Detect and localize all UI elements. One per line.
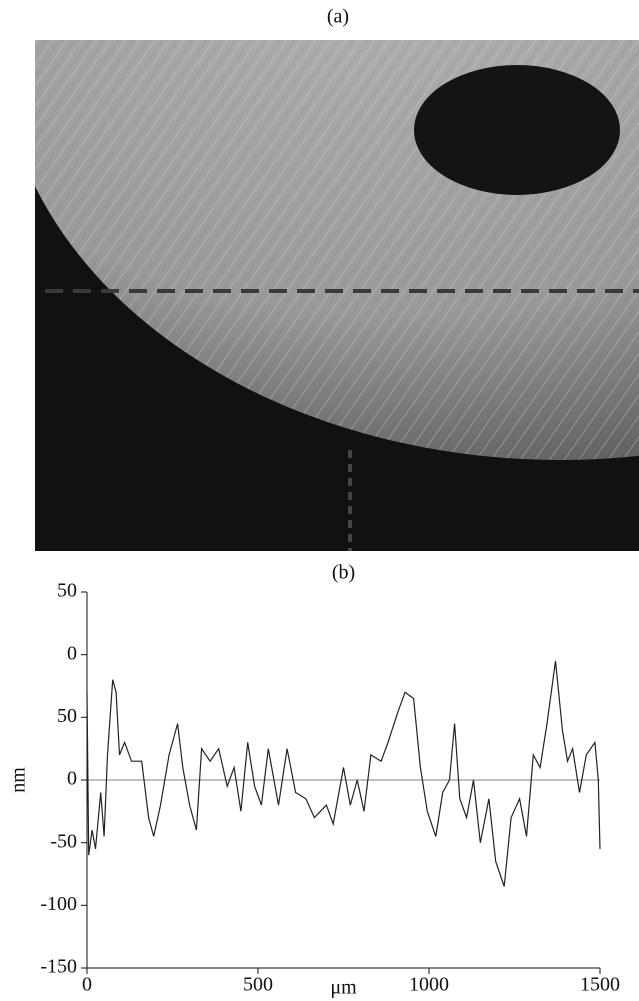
- y-tick-label: -150: [40, 956, 77, 978]
- micrograph: [35, 40, 639, 551]
- panel-label: (a): [327, 6, 349, 28]
- x-tick-label: 1500: [580, 974, 620, 996]
- x-axis-label: μm: [330, 977, 357, 999]
- chart-title: (b): [332, 562, 355, 584]
- y-tick-label: -50: [50, 830, 77, 852]
- y-tick-label: 0: [67, 642, 77, 664]
- x-tick-label: 500: [243, 974, 273, 996]
- y-tick-label: 0: [67, 768, 77, 790]
- y-tick-label: 50: [57, 705, 77, 727]
- y-tick-label: 50: [57, 580, 77, 602]
- x-tick-label: 0: [82, 974, 92, 996]
- y-tick-label: -100: [40, 893, 77, 915]
- x-tick-label: 1000: [409, 974, 449, 996]
- line-series: [86, 660, 601, 887]
- y-axis-label: nm: [8, 767, 30, 793]
